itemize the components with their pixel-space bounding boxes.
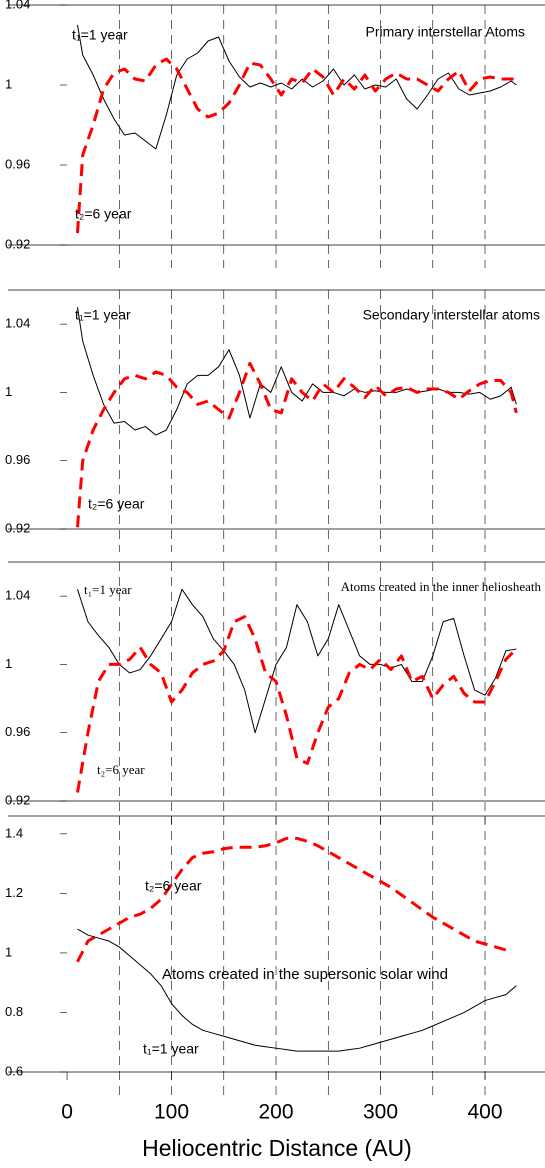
series-label: t₂=6 year bbox=[145, 878, 202, 894]
panel-title: Primary interstellar Atoms bbox=[366, 24, 525, 40]
x-tick-label: 300 bbox=[363, 1101, 398, 1124]
y-tick-label: 1 bbox=[5, 76, 12, 91]
series-line bbox=[76, 24, 517, 150]
y-tick-label: 0.96 bbox=[5, 724, 30, 739]
series-label: t₂=6 year bbox=[75, 206, 132, 222]
y-tick-label: 1 bbox=[5, 944, 12, 959]
y-tick-label: 1.2 bbox=[5, 885, 23, 900]
series-label: t₂=6 year bbox=[88, 496, 145, 512]
series-label: t₂=6 year bbox=[97, 762, 145, 777]
series-line bbox=[76, 306, 517, 436]
y-tick-label: 0.8 bbox=[5, 1004, 23, 1019]
series-line bbox=[77, 928, 517, 1052]
series-line bbox=[76, 836, 507, 963]
y-tick-label: 1.4 bbox=[5, 825, 23, 840]
series-line bbox=[77, 588, 517, 734]
x-tick-label: 0 bbox=[61, 1101, 73, 1124]
series-label: t₁=1 year bbox=[75, 307, 131, 323]
y-tick-label: 0.96 bbox=[5, 452, 30, 467]
x-tick-label: 200 bbox=[259, 1101, 294, 1124]
y-tick-label: 0.96 bbox=[5, 156, 30, 171]
panel-title: Secondary interstellar atoms bbox=[363, 307, 540, 323]
y-tick-label: 1.04 bbox=[5, 588, 30, 603]
y-tick-label: 1 bbox=[5, 656, 12, 671]
y-tick-label: 1 bbox=[5, 384, 12, 399]
y-tick-label: 1.04 bbox=[5, 0, 30, 11]
x-axis-label: Heliocentric Distance (AU) bbox=[142, 1135, 412, 1161]
y-tick-label: 0.6 bbox=[5, 1063, 23, 1078]
y-tick-label: 1.04 bbox=[5, 316, 30, 331]
series-label: t₁=1 year bbox=[72, 27, 128, 43]
panel-title: Atoms created in the inner heliosheath bbox=[341, 579, 542, 594]
y-tick-label: 0.92 bbox=[5, 520, 30, 535]
y-tick-label: 0.92 bbox=[5, 792, 30, 807]
y-tick-label: 0.92 bbox=[5, 236, 30, 251]
series-line bbox=[76, 615, 518, 793]
series-line bbox=[75, 361, 518, 528]
x-tick-label: 400 bbox=[467, 1101, 502, 1124]
x-tick-label: 100 bbox=[154, 1101, 189, 1124]
series-line bbox=[75, 57, 517, 234]
series-label: t₁=1 year bbox=[143, 1041, 199, 1057]
series-label: t₁=1 year bbox=[84, 582, 132, 597]
panel-title: Atoms created in the supersonic solar wi… bbox=[162, 966, 448, 983]
